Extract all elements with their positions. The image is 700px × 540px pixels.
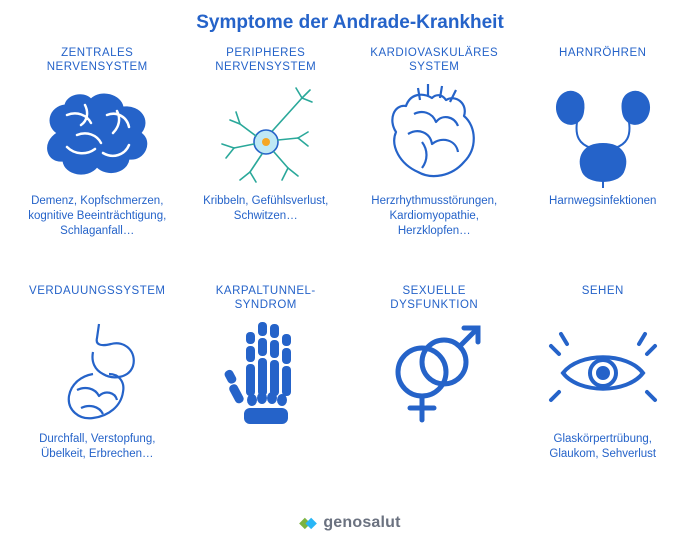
cell-cardio: KARDIOVASKULÄRES SYSTEM Herzrhythmusstör… (355, 44, 514, 274)
urinary-icon (543, 80, 663, 190)
heart-icon (374, 80, 494, 190)
neuron-icon (206, 80, 326, 190)
cell-symptoms: Harnwegsinfektionen (549, 194, 656, 238)
digestive-icon (37, 318, 157, 428)
cell-symptoms: Herzrhythmusstörungen, Kardiomyopathie, … (359, 194, 510, 239)
cell-pns: PERIPHERES NERVENSYSTEM Kribbeln, Gefühl… (187, 44, 346, 274)
page-title: Symptome der Andrade-Krankheit (18, 12, 682, 34)
cell-heading: PERIPHERES NERVENSYSTEM (215, 46, 316, 76)
cell-carpal: KARPALTUNNEL- SYNDROM (187, 282, 346, 512)
footer: genosalut (18, 514, 682, 532)
cell-sexual: SEXUELLE DYSFUNKTION (355, 282, 514, 512)
cell-symptoms: Glaskörpertrübung, Glaukom, Sehverlust (528, 432, 679, 476)
cell-vision: SEHEN Glaskörpertrübung, Glaukom, Sehver… (524, 282, 683, 512)
cell-heading: VERDAUUNGSSYSTEM (29, 284, 165, 314)
cell-symptoms: Durchfall, Verstopfung, Übelkeit, Erbrec… (22, 432, 173, 476)
cell-heading: HARNRÖHREN (559, 46, 646, 76)
cell-heading: ZENTRALES NERVENSYSTEM (47, 46, 148, 76)
cell-heading: KARPALTUNNEL- SYNDROM (216, 284, 316, 314)
hand-bones-icon (206, 318, 326, 428)
cell-heading: SEHEN (582, 284, 624, 314)
brand-logo-icon (299, 514, 317, 532)
gender-icon (374, 318, 494, 428)
cell-urinary: HARNRÖHREN Harnwegsinfektionen (524, 44, 683, 274)
brand-name: genosalut (323, 514, 400, 532)
cell-heading: KARDIOVASKULÄRES SYSTEM (370, 46, 498, 76)
symptom-grid: ZENTRALES NERVENSYSTEM Demenz, Kopfschme… (18, 44, 682, 512)
cell-digestive: VERDAUUNGSSYSTEM Durchfall, Verstopfung,… (18, 282, 177, 512)
cell-heading: SEXUELLE DYSFUNKTION (390, 284, 478, 314)
eye-icon (543, 318, 663, 428)
cell-symptoms: Kribbeln, Gefühlsverlust, Schwitzen… (191, 194, 342, 238)
brain-icon (37, 80, 157, 190)
cell-symptoms: Demenz, Kopfschmerzen, kognitive Beeintr… (22, 194, 173, 239)
cell-cns: ZENTRALES NERVENSYSTEM Demenz, Kopfschme… (18, 44, 177, 274)
